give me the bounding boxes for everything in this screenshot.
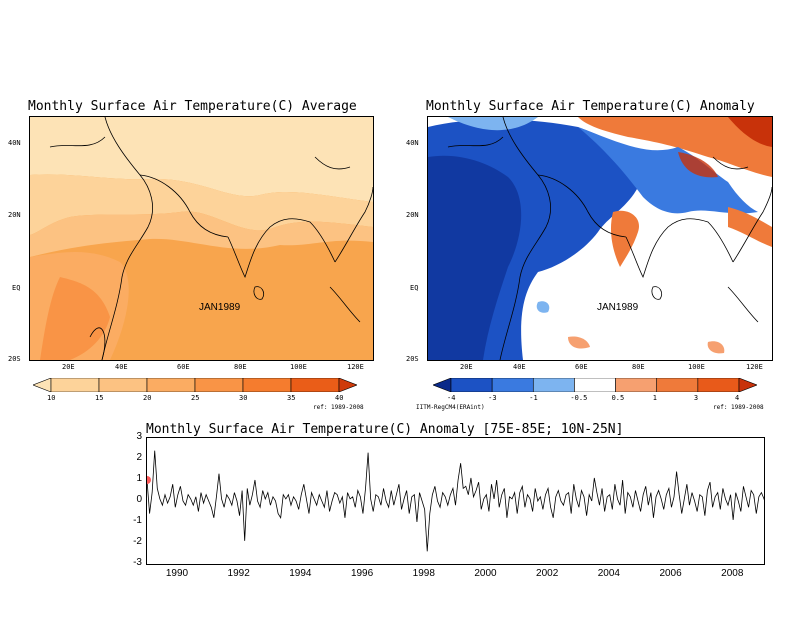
average-colorbar-swatch (146, 378, 196, 392)
average-colorbar-level: 15 (95, 394, 104, 402)
anomaly-colorbar-level: -3 (488, 394, 497, 402)
average-colorbar-swatch (98, 378, 148, 392)
y-tick-label: -1 (133, 515, 142, 526)
anomaly-colorbar-swatch (697, 378, 740, 392)
anomaly-colorbar-level: -4 (447, 394, 456, 402)
right-lon-tick: 120E (746, 363, 763, 371)
right-lat-tick: 40N (406, 139, 419, 147)
left-lat-tick: 20N (8, 211, 21, 219)
left-lon-tick: 80E (234, 363, 247, 371)
average-colorbar-level: 10 (47, 394, 56, 402)
right-lon-tick: 60E (575, 363, 588, 371)
x-tick-label: 1992 (227, 568, 250, 579)
anomaly-colorbar-swatch (532, 378, 575, 392)
y-tick-label: -2 (133, 536, 142, 547)
average-colorbar-swatch (242, 378, 292, 392)
current-month-marker (147, 476, 151, 484)
left-panel-title: Monthly Surface Air Temperature(C) Avera… (28, 99, 357, 114)
anomaly-colorbar-level: 4 (735, 394, 740, 402)
left-lon-tick: 120E (347, 363, 364, 371)
left-lat-tick: EQ (12, 284, 21, 292)
right-lat-tick: 20N (406, 211, 419, 219)
average-colorbar-swatch (194, 378, 244, 392)
x-tick-label: 2000 (474, 568, 497, 579)
average-colorbar-level: 20 (143, 394, 152, 402)
right-lon-tick: 20E (460, 363, 473, 371)
anomaly-colorbar (433, 378, 757, 392)
anomaly-source-label: IITM-RegCM4(ERAint) (416, 404, 485, 411)
average-temperature-map (29, 116, 374, 361)
anomaly-colorbar-level: 1 (652, 394, 657, 402)
x-tick-label: 2004 (597, 568, 620, 579)
right-lat-tick: 20S (406, 355, 419, 363)
left-lat-tick: 40N (8, 139, 21, 147)
anomaly-colorbar-swatch (450, 378, 493, 392)
right-lat-tick: EQ (410, 284, 419, 292)
right-reference-note: ref: 1989-2008 (713, 404, 764, 411)
y-tick-label: -3 (133, 557, 142, 568)
left-lat-tick: 20S (8, 355, 21, 363)
average-colorbar-swatch (33, 378, 52, 392)
anomaly-series-line (147, 450, 764, 552)
anomaly-colorbar-swatch (574, 378, 616, 392)
average-colorbar (33, 378, 357, 392)
right-date-stamp: JAN1989 (597, 302, 639, 313)
average-colorbar-level: 30 (239, 394, 248, 402)
y-tick-label: 1 (136, 473, 142, 484)
average-colorbar-swatch (50, 378, 100, 392)
left-date-stamp: JAN1989 (199, 302, 241, 313)
anomaly-colorbar-swatch (656, 378, 699, 392)
anomaly-colorbar-swatch (433, 378, 452, 392)
y-tick-label: 0 (136, 494, 142, 505)
average-colorbar-level: 40 (335, 394, 344, 402)
right-lon-tick: 40E (513, 363, 526, 371)
x-tick-label: 2006 (659, 568, 682, 579)
anomaly-colorbar-level: 0.5 (611, 394, 625, 402)
x-tick-label: 1998 (412, 568, 435, 579)
anomaly-colorbar-swatch (615, 378, 658, 392)
anomaly-colorbar-level: -1 (529, 394, 538, 402)
anomaly-colorbar-level: 3 (693, 394, 699, 402)
left-lon-tick: 60E (177, 363, 190, 371)
left-lon-tick: 40E (115, 363, 128, 371)
anomaly-colorbar-swatch (738, 378, 757, 392)
left-lon-tick: 100E (290, 363, 307, 371)
right-panel-title: Monthly Surface Air Temperature(C) Anoma… (426, 99, 755, 114)
right-lon-tick: 100E (688, 363, 705, 371)
x-tick-label: 1994 (289, 568, 312, 579)
average-colorbar-swatch (290, 378, 340, 392)
left-lon-tick: 20E (62, 363, 75, 371)
x-tick-label: 1996 (350, 568, 374, 579)
anomaly-colorbar-level: -0.5 (570, 394, 588, 402)
anomaly-colorbar-swatch (491, 378, 534, 392)
average-colorbar-level: 35 (287, 394, 296, 402)
x-tick-label: 2008 (721, 568, 744, 579)
timeseries-title: Monthly Surface Air Temperature(C) Anoma… (146, 422, 624, 437)
right-lon-tick: 80E (632, 363, 645, 371)
x-tick-label: 1990 (165, 568, 189, 579)
y-tick-label: 3 (136, 431, 142, 442)
average-colorbar-swatch (338, 378, 357, 392)
left-reference-note: ref: 1989-2008 (313, 404, 364, 411)
average-colorbar-level: 25 (191, 394, 200, 402)
anomaly-temperature-map (427, 116, 773, 361)
x-tick-label: 2002 (536, 568, 559, 579)
timeseries-line-chart (147, 450, 764, 552)
timeseries-plot-area (146, 437, 765, 565)
y-tick-label: 2 (136, 452, 142, 463)
